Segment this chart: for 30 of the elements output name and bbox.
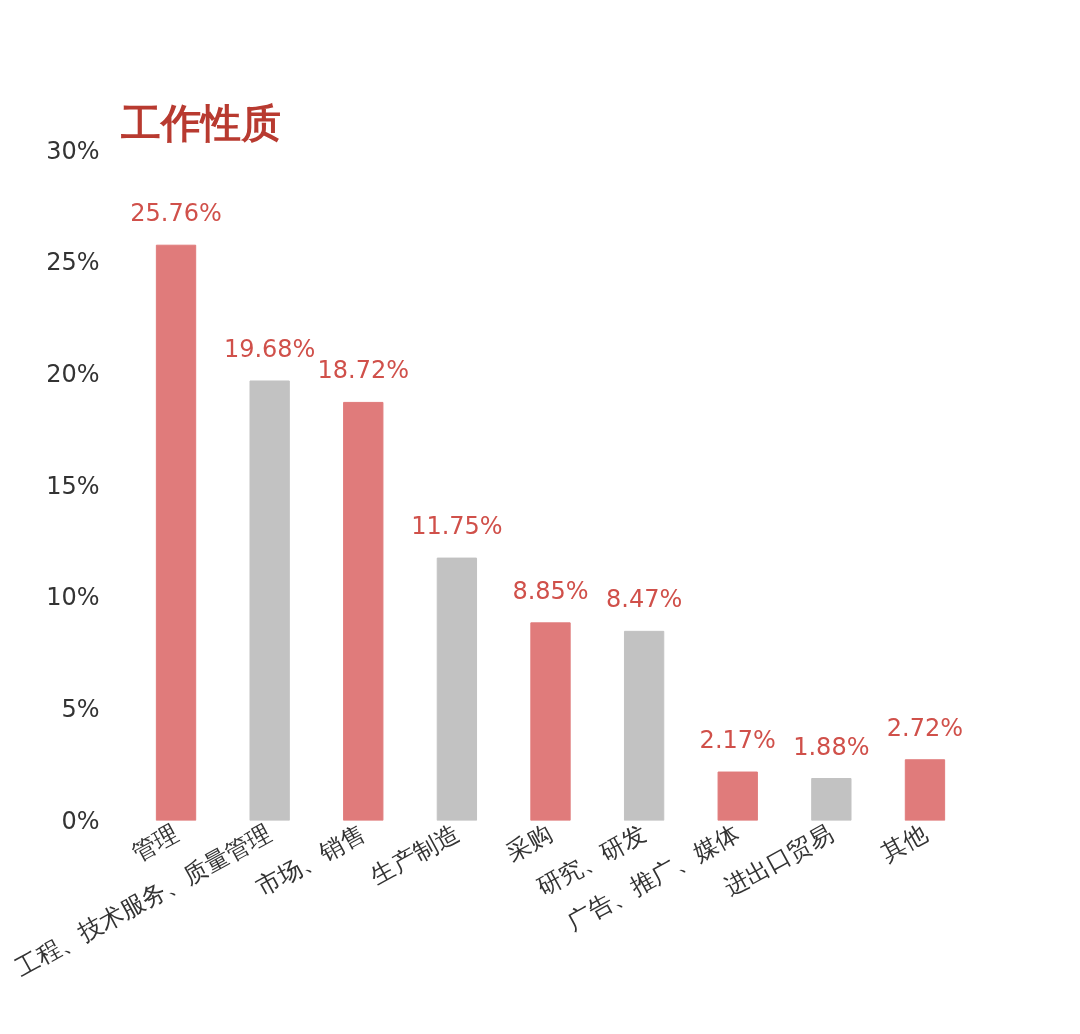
chart-title: 工作性质 <box>120 99 281 146</box>
y-tick-label: 30% <box>46 136 100 165</box>
bar <box>436 557 478 821</box>
y-tick-label: 15% <box>46 471 100 500</box>
bar <box>343 401 384 821</box>
bar <box>717 771 758 821</box>
x-tick-label: 采购 <box>501 819 558 867</box>
y-tick-label: 10% <box>46 583 100 612</box>
data-label: 11.75% <box>411 512 503 541</box>
bar <box>623 630 665 821</box>
data-label: 8.85% <box>512 576 589 605</box>
data-label: 18.72% <box>317 356 410 385</box>
x-tick-label: 管理 <box>127 819 183 867</box>
bar <box>249 380 290 821</box>
y-tick-label: 0% <box>61 806 100 835</box>
x-tick-label: 其他 <box>876 819 932 867</box>
data-label: 2.17% <box>699 726 776 755</box>
data-label: 1.88% <box>793 732 870 761</box>
bar <box>811 778 852 821</box>
y-tick-label: 5% <box>61 694 100 723</box>
data-label: 19.68% <box>223 334 316 363</box>
bar <box>155 244 197 821</box>
data-label: 25.76% <box>130 199 222 228</box>
y-tick-label: 20% <box>46 359 100 388</box>
x-tick-label: 生产制造 <box>365 819 464 890</box>
data-label: 8.47% <box>606 585 683 614</box>
bar <box>904 759 946 821</box>
data-label: 2.72% <box>886 713 964 742</box>
bar <box>530 622 571 821</box>
y-tick-label: 25% <box>46 248 100 277</box>
